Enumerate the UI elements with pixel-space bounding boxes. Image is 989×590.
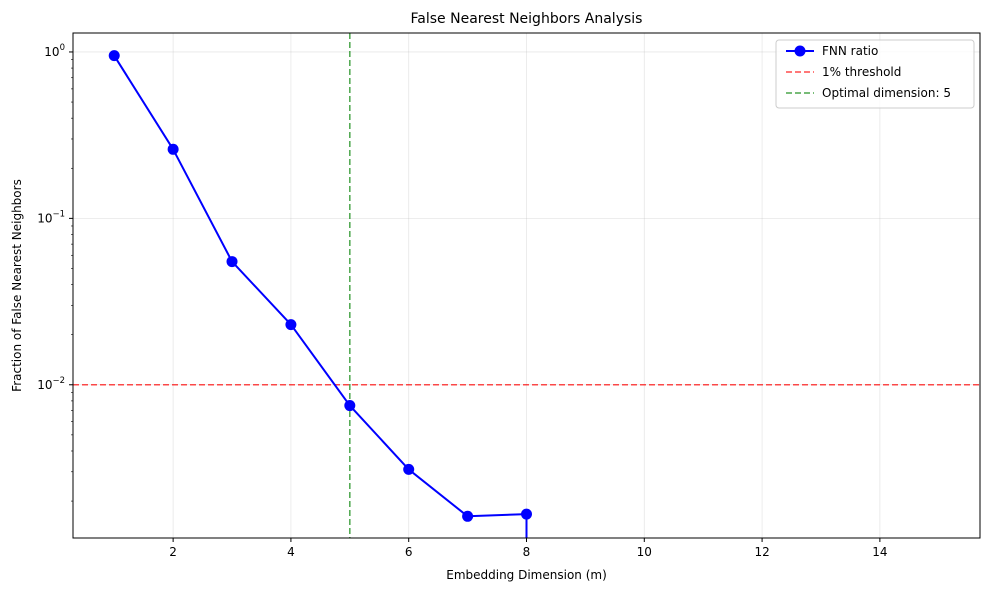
y-axis-ticks: 100 10−1 10−2 [37,43,73,502]
chart-title: False Nearest Neighbors Analysis [411,11,643,27]
data-point [462,510,474,522]
x-tick-label: 2 [169,545,177,559]
series-fnn-ratio [108,50,532,538]
y-tick-label: 10−1 [37,209,65,225]
data-point [285,319,297,331]
y-tick-label: 10−2 [37,376,65,392]
legend: FNN ratio 1% threshold Optimal dimension… [775,39,975,109]
data-point [344,400,356,412]
x-axis-ticks: 2 4 6 8 10 12 14 [169,538,888,559]
x-axis-label: Embedding Dimension (m) [446,568,607,582]
data-point [521,508,532,520]
data-point [108,50,120,62]
legend-fnn-label: FNN ratio [822,44,878,58]
x-tick-label: 4 [287,545,295,559]
legend-optimal-label: Optimal dimension: 5 [822,86,951,100]
x-tick-label: 8 [523,545,531,559]
data-point [403,463,415,475]
legend-fnn-marker [794,45,806,57]
x-tick-label: 6 [405,545,413,559]
x-tick-label: 14 [872,545,887,559]
reference-lines [73,33,980,538]
legend-threshold-label: 1% threshold [822,65,901,79]
x-tick-label: 10 [637,545,652,559]
y-tick-label: 100 [44,43,65,59]
x-tick-label: 12 [754,545,769,559]
legend-box [775,39,975,109]
y-axis-label: Fraction of False Nearest Neighbors [10,179,24,392]
data-point [226,256,238,268]
data-point [167,143,179,155]
